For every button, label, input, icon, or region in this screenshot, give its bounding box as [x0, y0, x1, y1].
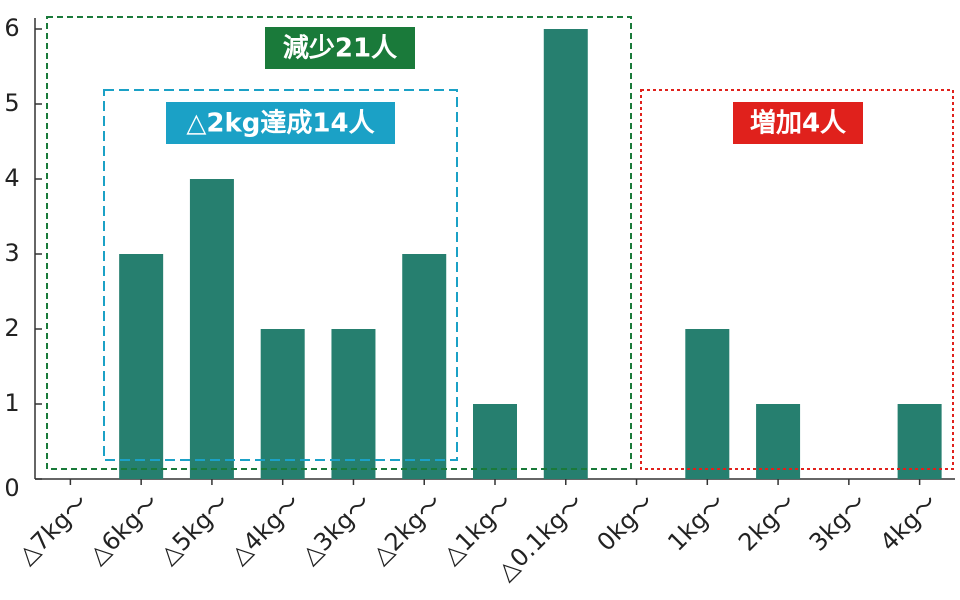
y-tick-label: 1	[4, 389, 19, 417]
x-tick-label: 3kg～	[804, 488, 872, 556]
bar	[897, 404, 942, 479]
bar	[543, 29, 588, 479]
bar	[402, 254, 447, 479]
annotation-label-bg	[166, 102, 395, 144]
annotation-label-bg	[733, 102, 863, 144]
x-tick-label: 4kg～	[875, 488, 943, 556]
bar	[119, 254, 164, 479]
x-tick-label: 2kg～	[733, 488, 801, 556]
annotation-label-bg	[265, 27, 415, 69]
x-tick-label: △7kg～	[12, 488, 93, 569]
annotation-label: 減少21人	[283, 34, 397, 64]
y-tick-label: 3	[4, 239, 19, 267]
x-tick-label: △4kg～	[225, 488, 306, 569]
bar	[189, 179, 234, 479]
bar	[685, 329, 730, 479]
x-tick-label: △3kg～	[295, 488, 376, 569]
x-tick-label: 1kg～	[662, 488, 730, 556]
x-tick-label: △6kg～	[83, 488, 164, 569]
y-tick-label: 5	[4, 89, 19, 117]
bar	[331, 329, 376, 479]
y-tick-label: 6	[4, 14, 19, 42]
annotation-box	[46, 16, 632, 470]
annotation-label: △2kg達成14人	[186, 109, 374, 139]
y-tick-label: 4	[4, 164, 19, 192]
annotation-label: 増加4人	[750, 109, 846, 139]
bar	[260, 329, 305, 479]
y-tick-label: 0	[4, 474, 19, 502]
x-tick-label: △5kg～	[154, 488, 235, 569]
y-tick-label: 2	[4, 314, 19, 342]
annotation-box	[640, 89, 954, 470]
x-tick-label: △2kg～	[366, 488, 447, 569]
x-tick-label: 0kg～	[592, 488, 660, 556]
annotation-box	[103, 89, 458, 461]
bar	[756, 404, 801, 479]
bar	[473, 404, 517, 479]
